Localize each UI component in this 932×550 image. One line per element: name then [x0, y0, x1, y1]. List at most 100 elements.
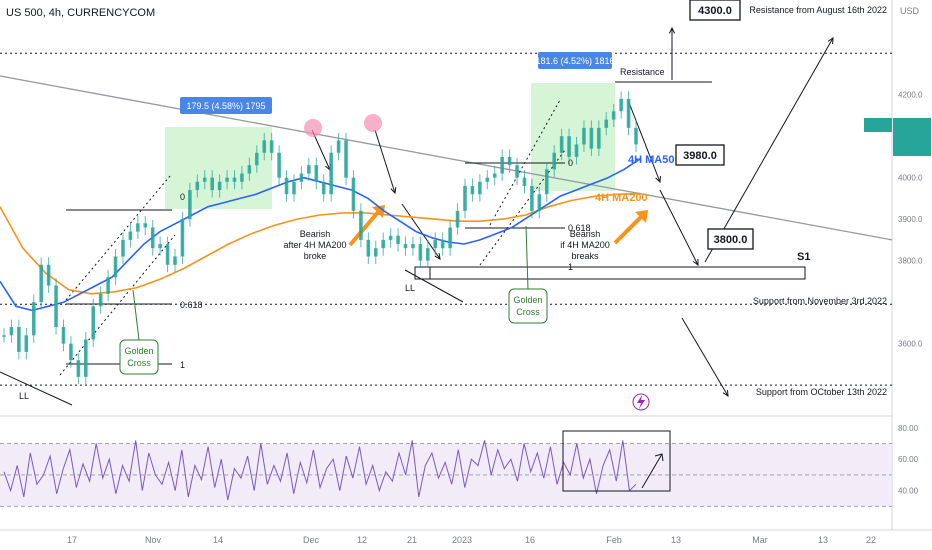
candle-body [470, 185, 475, 195]
ma50-label: 4H MA50 [628, 154, 674, 166]
candle-body [381, 239, 385, 249]
candle-body [485, 177, 490, 182]
measure-1-box [180, 97, 272, 114]
candle-body [589, 127, 594, 149]
candle-body [507, 156, 512, 166]
projection-arrowhead-5 [692, 258, 699, 267]
candle-body [359, 210, 363, 240]
candle-body [604, 119, 609, 128]
golden-cross-1-text-0: Golden [124, 346, 153, 356]
candle-body [582, 127, 586, 145]
rsi-tick-40: 40.00 [898, 487, 919, 496]
candle-body [433, 239, 438, 249]
projection-arrowhead-8 [722, 389, 729, 397]
candle-body [329, 152, 333, 195]
ma200-label: 4H MA200 [595, 192, 648, 204]
candle-body [559, 136, 564, 153]
y-tick-3800: 3800.0 [898, 257, 923, 266]
candle-body [113, 256, 118, 278]
candle-body [247, 165, 252, 174]
candle-body [292, 181, 296, 195]
x-tick-8: Feb [606, 535, 622, 545]
golden-cross-2-text-0: Golden [513, 295, 542, 305]
fib2-label-1: 1 [568, 262, 573, 272]
projection-arrowhead-7 [827, 37, 834, 45]
projection-arrow-3 [401, 203, 441, 260]
candle-body [478, 181, 482, 195]
x-tick-4: 12 [357, 535, 367, 545]
candle-body [150, 227, 155, 249]
candle-body [626, 98, 631, 128]
candle-body [426, 248, 430, 261]
candle-body [269, 140, 274, 153]
rsi-tick-60: 60.00 [898, 455, 919, 464]
candle-body [121, 239, 125, 257]
green-zone-2 [531, 83, 615, 191]
x-tick-1: Nov [145, 535, 162, 545]
candle-body [165, 244, 170, 265]
candle-body [634, 127, 638, 145]
candle-body [195, 181, 200, 191]
support-nov-note: Support from November 3rd 2022 [753, 296, 887, 306]
candle-body [24, 335, 29, 352]
x-tick-7: 16 [525, 535, 535, 545]
tag-3695-bg [893, 297, 931, 312]
tag-4300-bg [893, 46, 931, 61]
candle-body [500, 156, 504, 174]
x-tick-5: 21 [407, 535, 417, 545]
projection-arrow-4 [627, 99, 661, 183]
candle-body [455, 210, 460, 228]
candle-body [597, 127, 601, 149]
x-tick-6: 2023 [452, 535, 472, 545]
price-axis [864, 46, 931, 393]
rsi-tick-80: 80.00 [898, 424, 919, 433]
bearish-left-line-2: broke [304, 251, 327, 261]
descending-trendline [0, 75, 893, 241]
resistance-label: Resistance [620, 67, 665, 77]
candle-body [91, 306, 96, 340]
channel-right-lower [479, 149, 566, 266]
candle-body [262, 140, 267, 153]
rsi-line [3, 440, 637, 501]
candle-body [619, 98, 623, 112]
candle-body [232, 177, 237, 182]
x-tick-2: 14 [213, 535, 223, 545]
candle-body [69, 343, 73, 361]
candle-body [76, 360, 81, 377]
candle-body [418, 244, 423, 261]
projection-arrow-2 [374, 129, 396, 194]
candle-body [98, 293, 103, 307]
candle-body [552, 152, 557, 170]
trend-lines [0, 26, 893, 406]
candle-body [284, 177, 289, 195]
rsi-panel [0, 430, 892, 507]
lightning-glyph-icon [637, 395, 645, 409]
channel-right-upper [489, 99, 561, 226]
y-tick-4200: 4200.0 [898, 91, 923, 100]
bearish-left-line-1: after 4H MA200 [283, 240, 346, 250]
channel-left-upper [65, 175, 171, 301]
price-series [2, 91, 638, 385]
candle-body [567, 136, 571, 157]
candle-body [396, 235, 400, 245]
candle-body [611, 111, 616, 120]
candle-body [388, 235, 393, 240]
candle-body [54, 285, 58, 328]
projection-arrowhead-3 [434, 252, 441, 260]
candle-body [366, 239, 371, 257]
candle-body [2, 335, 6, 337]
candle-body [17, 327, 21, 352]
fib2-label-0618: 0.618 [568, 223, 591, 233]
candle-body [544, 169, 549, 195]
currency-label: USD [900, 6, 920, 16]
projection-arrow-8 [681, 317, 729, 397]
candle-body [143, 223, 148, 228]
candle-body [530, 185, 534, 211]
candle-body [537, 194, 542, 211]
golden-cross-1-pointer [132, 289, 140, 341]
x-tick-12: 22 [866, 535, 876, 545]
fib-label-1: 1 [180, 360, 185, 370]
candle-body [574, 144, 579, 157]
candle-body [314, 165, 319, 182]
